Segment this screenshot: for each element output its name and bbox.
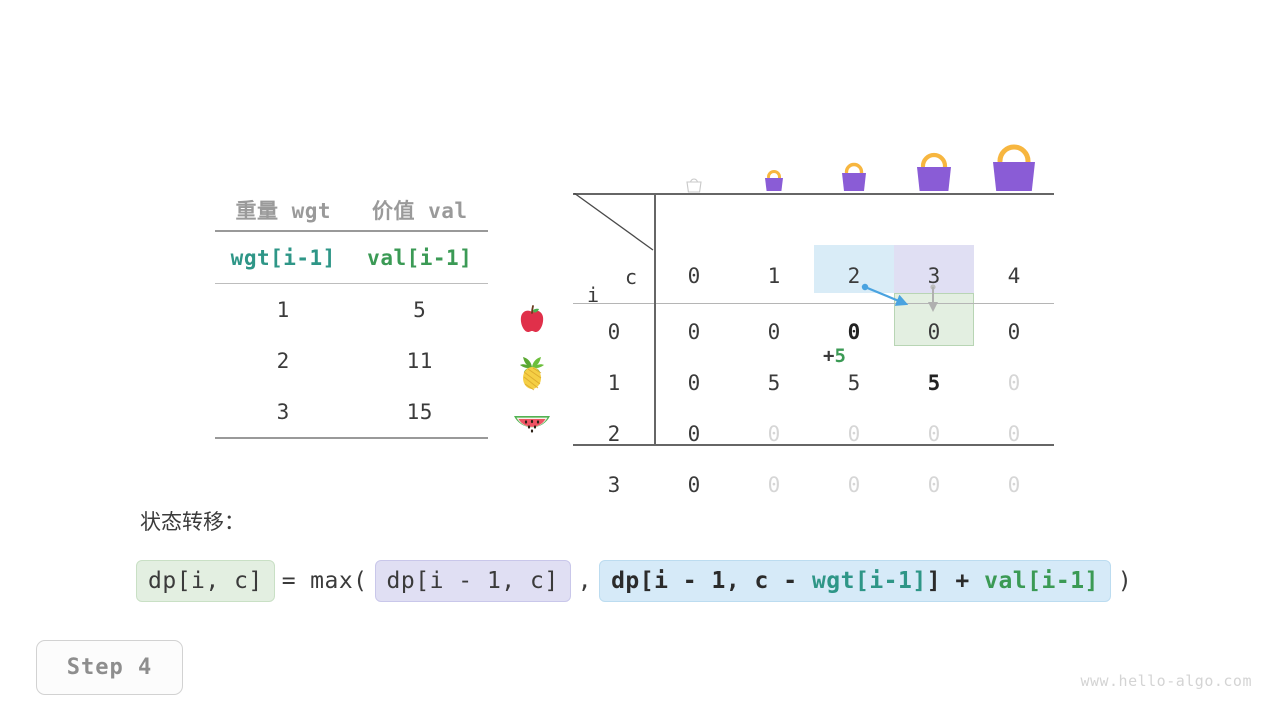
- dp-cell-3-3: 0: [927, 473, 941, 497]
- grid-line-header: [573, 303, 1054, 304]
- item-table-rule-mid: [215, 283, 488, 284]
- bag-icon-2: [814, 130, 894, 193]
- dp-cell-2-2: 0: [847, 422, 861, 446]
- item-2-value: 11: [406, 348, 433, 373]
- formula-close-paren: ): [1117, 568, 1133, 594]
- dp-col-header-4: 4: [1007, 264, 1021, 288]
- dp-col-header-1: 1: [767, 264, 781, 288]
- corner-label-c: c: [625, 265, 638, 289]
- bag-icon-0: [654, 130, 734, 193]
- site-watermark: www.hello-algo.com: [1080, 672, 1252, 690]
- dp-cell-0-3: 0: [927, 320, 941, 344]
- dp-cell-0-4: 0: [1007, 320, 1021, 344]
- bag-icon-3: [894, 130, 974, 193]
- dp-col-header-2: 2: [847, 264, 861, 288]
- apple-icon: [505, 295, 559, 346]
- grid-line-bottom: [573, 444, 1054, 446]
- dp-cell-1-4: 0: [1007, 371, 1021, 395]
- watermelon-icon: [505, 397, 559, 448]
- formula-max-open: max(: [310, 568, 368, 594]
- dp-col-header-3: 3: [927, 264, 941, 288]
- dp-row-header-0: 0: [607, 320, 621, 344]
- column-header-weight: 重量 wgt: [235, 199, 332, 223]
- item-3-value: 15: [406, 399, 433, 424]
- formula-equals: =: [281, 568, 297, 594]
- grid-line-vertical: [654, 193, 656, 446]
- dp-cell-2-0: 0: [687, 422, 701, 446]
- dp-cell-1-1: 5: [767, 371, 781, 395]
- dp-row-header-2: 2: [607, 422, 621, 446]
- gain-sign: +: [823, 345, 835, 367]
- formula-take-prefix: dp[i - 1, c -: [611, 568, 812, 594]
- gain-amount: 5: [834, 345, 846, 367]
- item-1-value: 5: [413, 297, 427, 322]
- symbol-wgt: wgt[i-1]: [230, 245, 336, 270]
- formula-option-take: dp[i - 1, c - wgt[i-1]] + val[i-1]: [599, 560, 1111, 602]
- dp-cell-2-4: 0: [1007, 422, 1021, 446]
- dp-cell-3-2: 0: [847, 473, 861, 497]
- grid-line-top: [573, 193, 1054, 195]
- dp-cell-3-0: 0: [687, 473, 701, 497]
- item-row-1: 1 5: [215, 284, 488, 335]
- value-gain-annotation: +5: [823, 345, 846, 367]
- formula-take-val: val[i-1]: [984, 568, 1099, 594]
- item-table: 重量 wgt 价值 val wgt[i-1] val[i-1] 1 5 2 11…: [215, 190, 488, 439]
- pineapple-icon: [505, 346, 559, 397]
- transition-formula: dp[i, c] = max( dp[i - 1, c] , dp[i - 1,…: [136, 560, 1139, 602]
- dp-cell-1-2: 5: [847, 371, 861, 395]
- transition-section-label: 状态转移：: [140, 510, 245, 534]
- item-3-weight: 3: [276, 399, 290, 424]
- formula-take-wgt: wgt[i-1]: [811, 568, 927, 594]
- dp-grid: c i 0 1 2 3 4 0 1 2 3 0 0 0 0 0 0 5 5 5 …: [573, 193, 1054, 497]
- dp-cell-0-0: 0: [687, 320, 701, 344]
- dp-cell-0-1: 0: [767, 320, 781, 344]
- item-row-3: 3 15: [215, 386, 488, 437]
- formula-option-skip: dp[i - 1, c]: [374, 560, 571, 602]
- column-header-value: 价值 val: [371, 199, 468, 223]
- corner-label-i: i: [587, 283, 600, 307]
- bag-icon-4: [974, 130, 1054, 193]
- item-row-2: 2 11: [215, 335, 488, 386]
- dp-cell-2-1: 0: [767, 422, 781, 446]
- formula-take-mid: ] +: [926, 568, 985, 594]
- item-table-rule-bottom: [215, 437, 488, 439]
- bag-icon-row: [573, 130, 1054, 193]
- step-badge: Step 4: [36, 640, 183, 695]
- formula-comma: ,: [577, 568, 593, 594]
- dp-row-header-1: 1: [607, 371, 621, 395]
- highlight-source-blue: [814, 245, 894, 293]
- dp-cell-2-3: 0: [927, 422, 941, 446]
- item-table-rule-top: [215, 230, 488, 232]
- dp-cell-3-4: 0: [1007, 473, 1021, 497]
- dp-col-header-0: 0: [687, 264, 701, 288]
- item-table-header-row: 重量 wgt 价值 val: [215, 190, 488, 230]
- bag-icon-1: [734, 130, 814, 193]
- symbol-val: val[i-1]: [367, 245, 473, 270]
- item-1-weight: 1: [276, 297, 290, 322]
- dp-row-header-3: 3: [607, 473, 621, 497]
- formula-result: dp[i, c]: [136, 560, 275, 602]
- item-table-symbol-row: wgt[i-1] val[i-1]: [215, 232, 488, 283]
- dp-cell-0-2: 0: [847, 320, 861, 344]
- item-fruit-column: [505, 295, 559, 448]
- dp-cell-1-0: 0: [687, 371, 701, 395]
- corner-diagonal-icon: [573, 193, 654, 251]
- item-2-weight: 2: [276, 348, 290, 373]
- dp-table: c i 0 1 2 3 4 0 1 2 3 0 0 0 0 0 0 5 5 5 …: [573, 130, 1054, 497]
- dp-cell-3-1: 0: [767, 473, 781, 497]
- dp-cell-1-3: 5: [927, 371, 941, 395]
